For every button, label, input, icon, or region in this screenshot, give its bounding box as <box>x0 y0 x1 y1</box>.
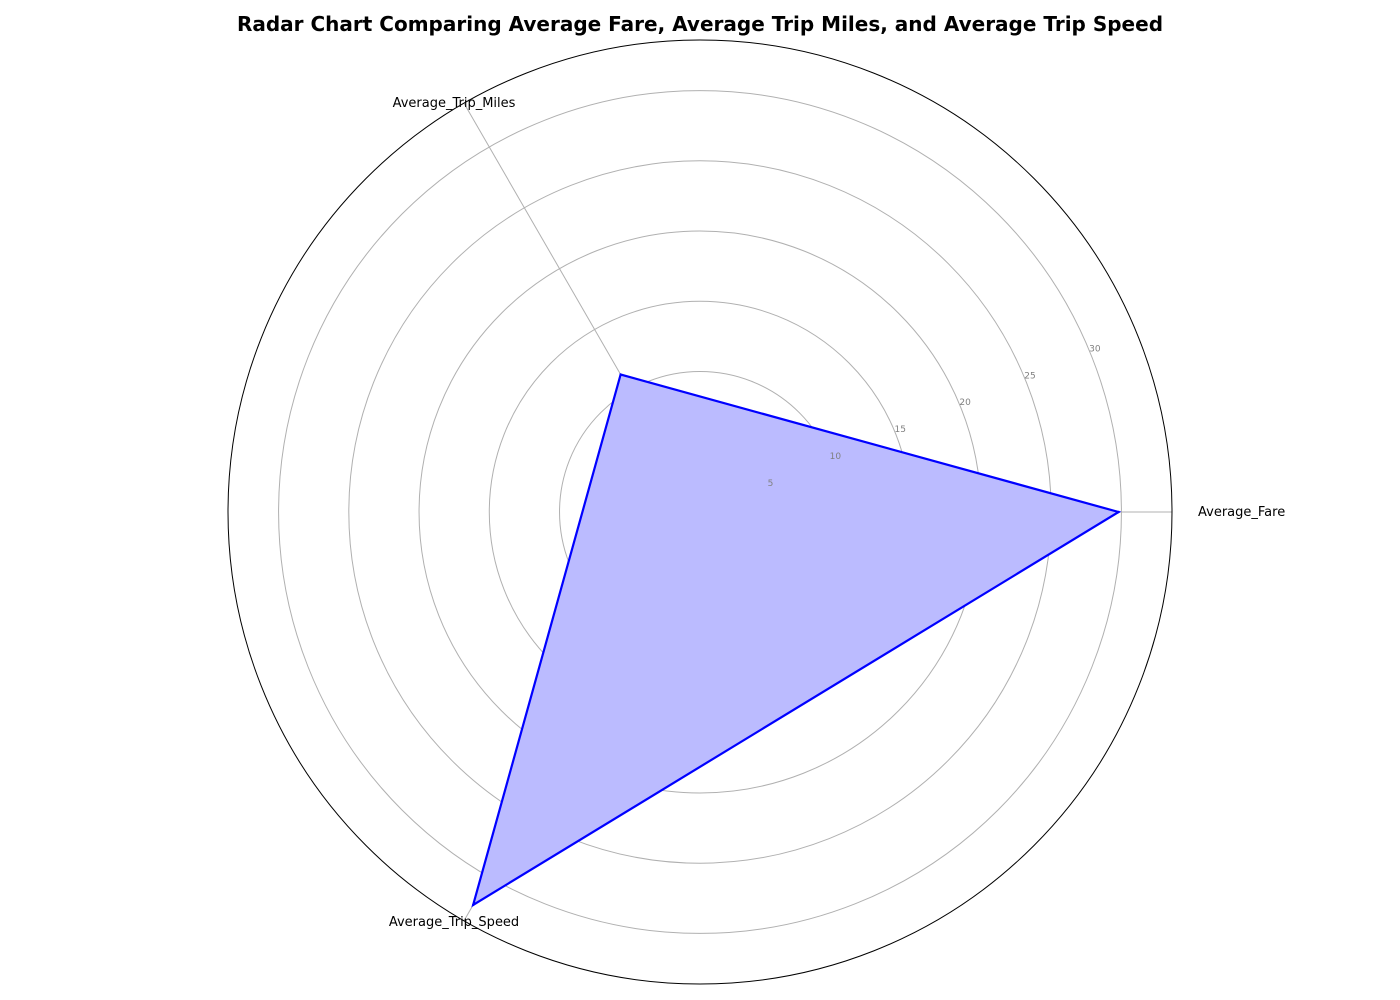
chart-title: Radar Chart Comparing Average Fare, Aver… <box>237 12 1163 36</box>
data-point <box>471 903 475 907</box>
r-tick-label: 20 <box>959 398 971 408</box>
r-tick-label: 10 <box>830 452 842 462</box>
r-tick-label: 5 <box>768 479 774 489</box>
axis-label: Average_Fare <box>1198 505 1285 520</box>
series-area <box>473 374 1119 905</box>
axis-label: Average_Trip_Miles <box>393 96 516 111</box>
r-tick-label: 30 <box>1089 344 1101 354</box>
data-point <box>1117 510 1120 514</box>
data-point <box>619 373 622 376</box>
r-tick-label: 15 <box>894 425 905 435</box>
data-layer <box>471 373 1122 908</box>
series-line <box>471 373 1122 908</box>
polar-frame <box>227 39 1173 985</box>
axis-label: Average_Trip_Speed <box>389 915 519 930</box>
label-layer: 5 10 15 20 25 30 Average_Fare Average_Trip_Mile… <box>389 96 1285 930</box>
r-tick-label: 25 <box>1024 371 1035 381</box>
